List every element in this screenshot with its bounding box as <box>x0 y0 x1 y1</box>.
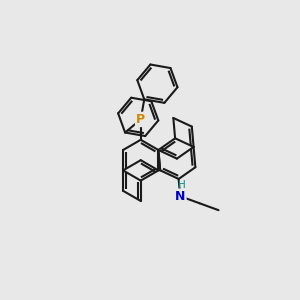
Text: P: P <box>136 113 145 126</box>
Text: N: N <box>175 190 185 203</box>
Text: H: H <box>178 180 186 190</box>
Text: N: N <box>175 190 185 203</box>
Text: P: P <box>136 113 145 126</box>
